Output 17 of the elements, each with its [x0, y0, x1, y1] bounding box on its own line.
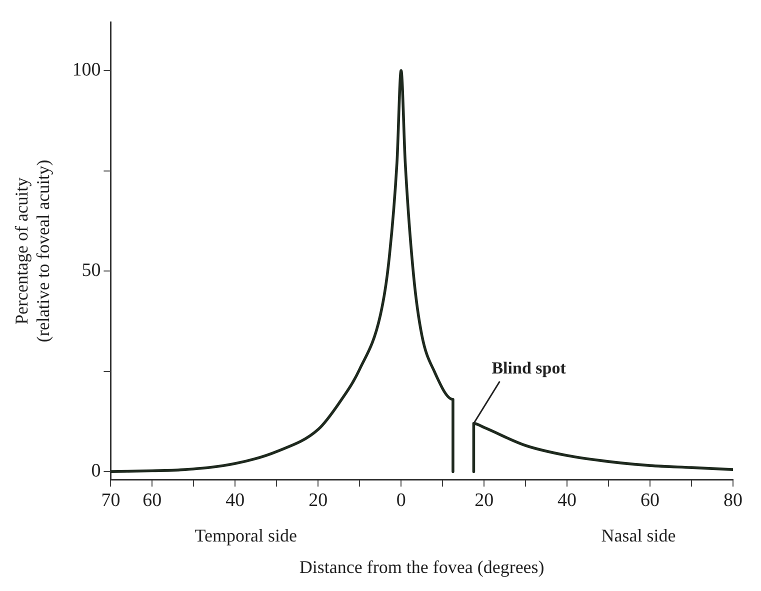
text: Temporal side — [194, 525, 298, 546]
y-tick-label: 50 — [82, 260, 101, 282]
y-axis-title: Percentage of acuity (relative to foveal acuity) — [12, 160, 54, 342]
x-axis-title: Distance from the fovea (degrees) — [299, 556, 544, 577]
y-tick-label: 100 — [72, 60, 101, 81]
annotation: Blind spot — [492, 358, 566, 378]
x-tick-label: 40 — [558, 490, 577, 511]
y-tick-label: 0 — [91, 460, 101, 482]
x-tick-label: 80 — [724, 490, 742, 511]
x-tick-label: 70 — [101, 490, 120, 511]
x-tick-label: 60 — [142, 490, 162, 511]
x-tick-label: 20 — [308, 490, 328, 511]
x-tick-label: 0 — [396, 490, 406, 511]
x-tick-label: 40 — [226, 490, 245, 511]
text: Nasal side — [601, 525, 676, 546]
x-tick-label: 20 — [474, 490, 494, 511]
x-tick-label: 60 — [640, 490, 660, 511]
